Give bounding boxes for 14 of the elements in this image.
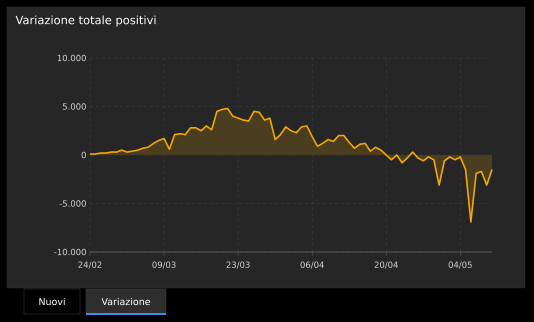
y-tick-label: -10.000 xyxy=(54,248,86,256)
text: Nuovi xyxy=(39,298,65,306)
x-tick-label: 20/04 xyxy=(374,262,398,269)
chart-title: Variazione totale positivi xyxy=(16,15,156,27)
y-tick-label: 0 xyxy=(82,152,86,158)
y-tick-label: 10.000 xyxy=(58,54,86,62)
y-tick-label: 5.000 xyxy=(62,103,86,110)
y-tick-label: -5.000 xyxy=(60,200,86,207)
x-tick-label: 09/03 xyxy=(152,262,176,269)
text: Variazione xyxy=(102,298,150,306)
x-tick-label: 24/02 xyxy=(78,262,102,269)
x-tick-label: 04/05 xyxy=(448,262,472,269)
x-tick-label: 06/04 xyxy=(300,262,324,269)
x-tick-label: 23/03 xyxy=(226,262,250,269)
